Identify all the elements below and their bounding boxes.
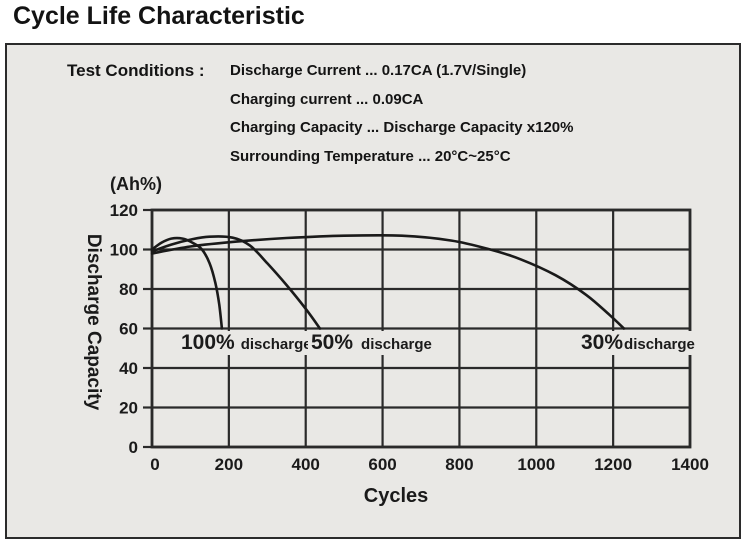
y-axis-title: Discharge Capacity [83,233,104,411]
condition-discharge-current: Discharge Current ... 0.17CA (1.7V/Singl… [230,62,527,79]
svg-text:1400: 1400 [671,455,709,474]
curve-label-50-pct: 50% [311,331,354,354]
test-conditions-label: Test Conditions : [67,61,205,80]
curve-label-30-discharge: 30% discharge [578,331,698,355]
svg-text:800: 800 [445,455,473,474]
curve-label-30-pct: 30% [581,331,624,354]
svg-text:600: 600 [368,455,396,474]
svg-text:80: 80 [119,280,138,299]
svg-text:400: 400 [292,455,320,474]
curve-label-100-pct: 100% [181,331,235,354]
y-axis-unit-label: (Ah%) [110,174,162,194]
page-title: Cycle Life Characteristic [13,2,305,30]
svg-text:0: 0 [129,438,138,457]
svg-text:1200: 1200 [594,455,632,474]
svg-text:0: 0 [150,455,159,474]
svg-text:20: 20 [119,399,138,418]
condition-charging-capacity: Charging Capacity ... Discharge Capacity… [230,119,574,136]
chart-panel [5,43,741,539]
curve-label-50-word: discharge [361,335,432,353]
svg-text:40: 40 [119,359,138,378]
test-conditions-list: Discharge Current ... 0.17CA (1.7V/Singl… [230,62,573,166]
condition-charging-current: Charging current ... 0.09CA [230,90,424,108]
svg-text:100: 100 [110,241,138,260]
condition-surrounding-temperature: Surrounding Temperature ... 20°C~25°C [230,147,511,165]
x-axis-title: Cycles [363,485,429,507]
curve-label-100-word: discharge [240,335,312,353]
svg-text:120: 120 [110,201,138,220]
svg-text:60: 60 [119,320,138,339]
curve-label-30-word: discharge [624,335,695,353]
curve-30-discharge [150,233,626,330]
svg-text:200: 200 [215,455,243,474]
curve-label-100-discharge: 100% discharge [178,331,315,355]
svg-text:1000: 1000 [517,455,555,474]
curve-label-50-discharge: 50% discharge [308,331,435,355]
